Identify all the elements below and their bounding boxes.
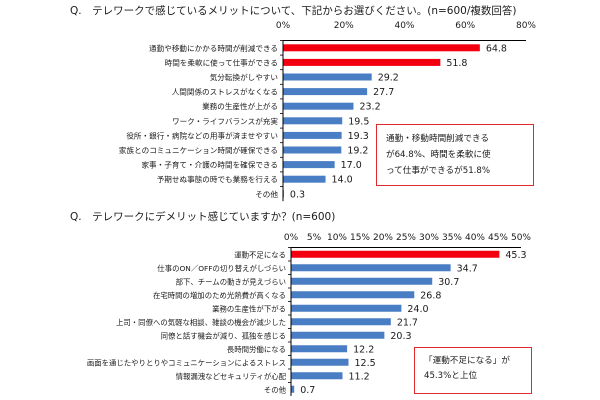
demerit-tick-label: 35% <box>442 233 462 243</box>
merit-tick-label: 40% <box>394 21 414 31</box>
demerit-category-label: 上司・同僚への気軽な相談、雑談の機会が減少した <box>116 318 286 327</box>
demerit-value-label: 12.5 <box>355 358 376 369</box>
demerit-bar <box>291 264 451 272</box>
merit-category-label: 家事・子育て・介護の時間を確保できる <box>141 160 278 170</box>
question-2-title: Q. テレワークにデメリット感じていますか？(n=600) <box>70 211 336 223</box>
merit-bar <box>283 44 480 52</box>
merit-value-label: 19.3 <box>348 131 369 142</box>
demerit-category-label: 同僚と話す機会が減り、孤独を感じる <box>161 331 286 340</box>
merit-bar <box>283 117 343 125</box>
merit-bar <box>283 146 342 154</box>
demerit-bar <box>291 318 391 326</box>
demerit-callout-line-1: 「運動不足になる」が <box>424 356 510 366</box>
merit-category-label: 家族とのコミュニケーション時間が確保できる <box>119 145 278 155</box>
demerit-bar <box>291 385 295 393</box>
merit-tick-label: 20% <box>334 21 354 31</box>
demerit-category-label: 在宅時間の増加のため光熱費が高くなる <box>153 291 286 300</box>
demerit-category-label: 業務の生産性が下がる <box>212 304 286 313</box>
demerit-category-label: 長時間労働になる <box>227 345 286 354</box>
merit-bar <box>283 88 368 96</box>
merit-bar <box>283 131 342 139</box>
demerit-tick-label: 0% <box>284 233 299 243</box>
merit-bar <box>283 73 372 81</box>
merit-callout-line-1: 通勤・移動時間削減できる <box>386 134 489 144</box>
demerit-category-label: 部下、チームの動きが見えづらい <box>176 277 286 286</box>
merit-tick-label: 0% <box>276 21 291 31</box>
merit-bar <box>283 102 354 110</box>
merit-callout-line-3: って仕事ができるが51.8% <box>386 166 491 176</box>
demerit-category-label: 仕事のON／OFFの切り替えがしづらい <box>157 264 286 273</box>
demerit-value-label: 0.7 <box>300 385 315 396</box>
merit-category-label: 予期せぬ事態の時でも業務を行える <box>157 174 278 184</box>
demerit-tick-label: 20% <box>373 233 393 243</box>
merit-callout-line-2: が64.8%、時間を柔軟に使 <box>386 150 491 160</box>
merit-category-label: 役所・銀行・病院などの用事が済ませやすい <box>126 130 278 140</box>
demerit-tick-label: 15% <box>350 233 370 243</box>
merit-value-label: 19.2 <box>347 146 368 157</box>
demerit-bar <box>291 331 385 339</box>
merit-bar <box>283 58 441 66</box>
demerit-value-label: 45.3 <box>505 250 526 261</box>
demerit-tick-label: 50% <box>511 233 531 243</box>
merit-value-label: 64.8 <box>486 43 507 54</box>
demerit-value-label: 20.3 <box>390 331 411 342</box>
merit-value-label: 17.0 <box>341 160 362 171</box>
merit-value-label: 14.0 <box>332 175 353 186</box>
demerit-value-label: 26.8 <box>420 290 441 301</box>
merit-category-label: 通勤や移動にかかる時間が削減できる <box>149 43 278 53</box>
merit-callout: 通勤・移動時間削減できる が64.8%、時間を柔軟に使 って仕事ができるが51.… <box>376 124 534 186</box>
demerit-value-label: 24.0 <box>407 304 428 315</box>
demerit-callout-line-2: 45.3%と上位 <box>424 371 478 381</box>
merit-bar <box>283 175 326 183</box>
demerit-bar <box>291 277 433 285</box>
demerit-category-label: その他 <box>264 385 287 394</box>
demerit-value-label: 11.2 <box>349 371 370 382</box>
merit-category-label: その他 <box>255 189 278 199</box>
demerit-tick-label: 5% <box>307 233 322 243</box>
demerit-tick-label: 30% <box>419 233 439 243</box>
merit-category-label: ワーク・ライフバランスが充実 <box>172 116 278 126</box>
demerit-value-label: 21.7 <box>397 317 418 328</box>
demerit-bar <box>291 372 343 380</box>
merit-value-label: 29.2 <box>378 73 399 84</box>
merit-bar <box>283 161 335 169</box>
demerit-category-label: 情報漏洩などセキュリティが心配 <box>176 372 287 381</box>
demerit-tick-label: 40% <box>465 233 485 243</box>
merit-category-label: 気分転換がしやすい <box>210 72 278 82</box>
demerit-value-label: 34.7 <box>457 263 478 274</box>
demerit-bar <box>291 304 402 312</box>
merit-tick-label: 60% <box>455 21 475 31</box>
merit-category-label: 人間関係のストレスがなくなる <box>172 87 278 97</box>
demerit-value-label: 12.2 <box>353 344 374 355</box>
question-1-title: Q. テレワークで感じているメリットについて、下記からお選びください。(n=60… <box>70 5 517 17</box>
demerit-callout: 「運動不足になる」が 45.3%と上位 <box>414 347 532 394</box>
demerit-tick-label: 25% <box>396 233 416 243</box>
merit-category-label: 時間を柔軟に使って仕事ができる <box>165 57 278 67</box>
demerit-category-label: 画面を通じたやりとりやコミュニケーションによるストレス <box>87 358 286 367</box>
merit-value-label: 0.3 <box>290 189 305 200</box>
merit-tick-label: 80% <box>516 21 536 31</box>
merit-category-label: 業務の生産性が上がる <box>202 101 278 111</box>
demerit-bar <box>291 345 348 353</box>
demerit-bar <box>291 358 349 366</box>
demerit-category-label: 運動不足になる <box>234 250 286 259</box>
demerit-tick-label: 45% <box>488 233 508 243</box>
merit-value-label: 19.5 <box>348 116 369 127</box>
demerit-tick-label: 10% <box>327 233 347 243</box>
merit-bar-chart: 0% 20% 40% 60% 80% 通勤や移動にかかる時間が削減できる 64.8 時間を柔軟… <box>119 21 536 202</box>
merit-value-label: 51.8 <box>446 58 467 69</box>
merit-value-label: 23.2 <box>359 102 380 113</box>
demerit-value-label: 30.7 <box>438 277 459 288</box>
demerit-bar <box>291 291 415 299</box>
demerit-bar <box>291 250 500 258</box>
merit-value-label: 27.7 <box>373 87 394 98</box>
